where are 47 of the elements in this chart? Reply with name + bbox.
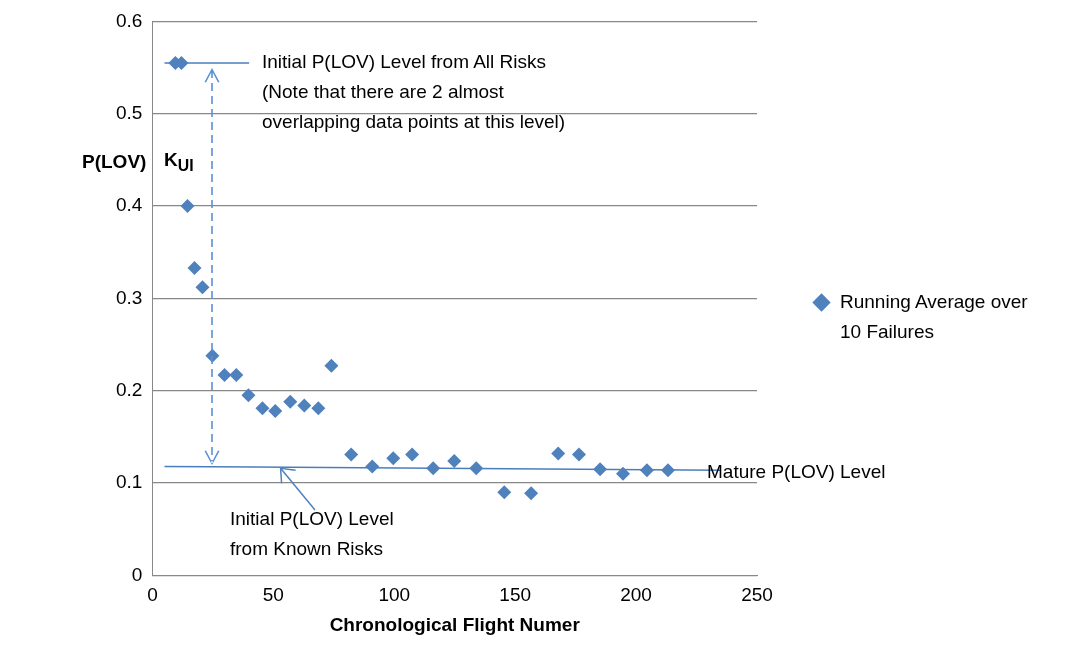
y-tick-label: 0.6 (115, 9, 143, 31)
annotation: K$_{UI}$ (164, 148, 194, 176)
point (229, 368, 244, 383)
x-tick-label: 0 (147, 584, 158, 606)
y-tick-label: 0.5 (115, 101, 143, 123)
point (447, 453, 462, 468)
point (639, 463, 654, 478)
point (255, 401, 270, 416)
y-tick-label: 0.3 (115, 286, 143, 308)
y-axis-title: P(LOV) (82, 151, 147, 174)
y-tick-label: 0.1 (115, 471, 143, 493)
point (572, 447, 587, 462)
x-axis-title: Chronological Flight Numer (329, 613, 581, 635)
annotation: Initial P(LOV) Level from Known Risks (230, 507, 394, 561)
x-tick-label: 50 (262, 584, 284, 606)
point (180, 199, 195, 214)
x-tick-label: 250 (741, 584, 773, 606)
point (426, 461, 441, 476)
point (497, 485, 512, 500)
point (195, 280, 210, 295)
point (311, 401, 326, 416)
legend-label: Running Average over 10 Failures (840, 290, 1029, 344)
point (187, 260, 202, 275)
y-tick-label: 0.4 (115, 194, 143, 216)
point (524, 486, 539, 501)
point (616, 466, 631, 481)
y-tick-label: 0 (131, 563, 143, 585)
point (344, 447, 359, 462)
point (217, 368, 232, 383)
y-tick-label: 0.2 (115, 378, 143, 400)
x-tick-label: 200 (620, 584, 652, 606)
annotation: Mature P(LOV) Level (707, 460, 886, 484)
point (405, 447, 420, 462)
point (268, 404, 283, 419)
point (283, 394, 298, 409)
point (469, 461, 484, 476)
point (365, 459, 380, 474)
point (386, 451, 401, 466)
x-tick-label: 100 (378, 584, 411, 606)
point (241, 388, 256, 403)
point (661, 463, 676, 478)
point (551, 446, 566, 461)
point (593, 462, 608, 477)
annotation: Initial P(LOV) Level from All Risks (Note that there are 2 almost overlapping data points at this level) (262, 50, 566, 134)
point (324, 358, 339, 373)
x-tick-label: 150 (499, 584, 532, 606)
point (297, 398, 312, 413)
